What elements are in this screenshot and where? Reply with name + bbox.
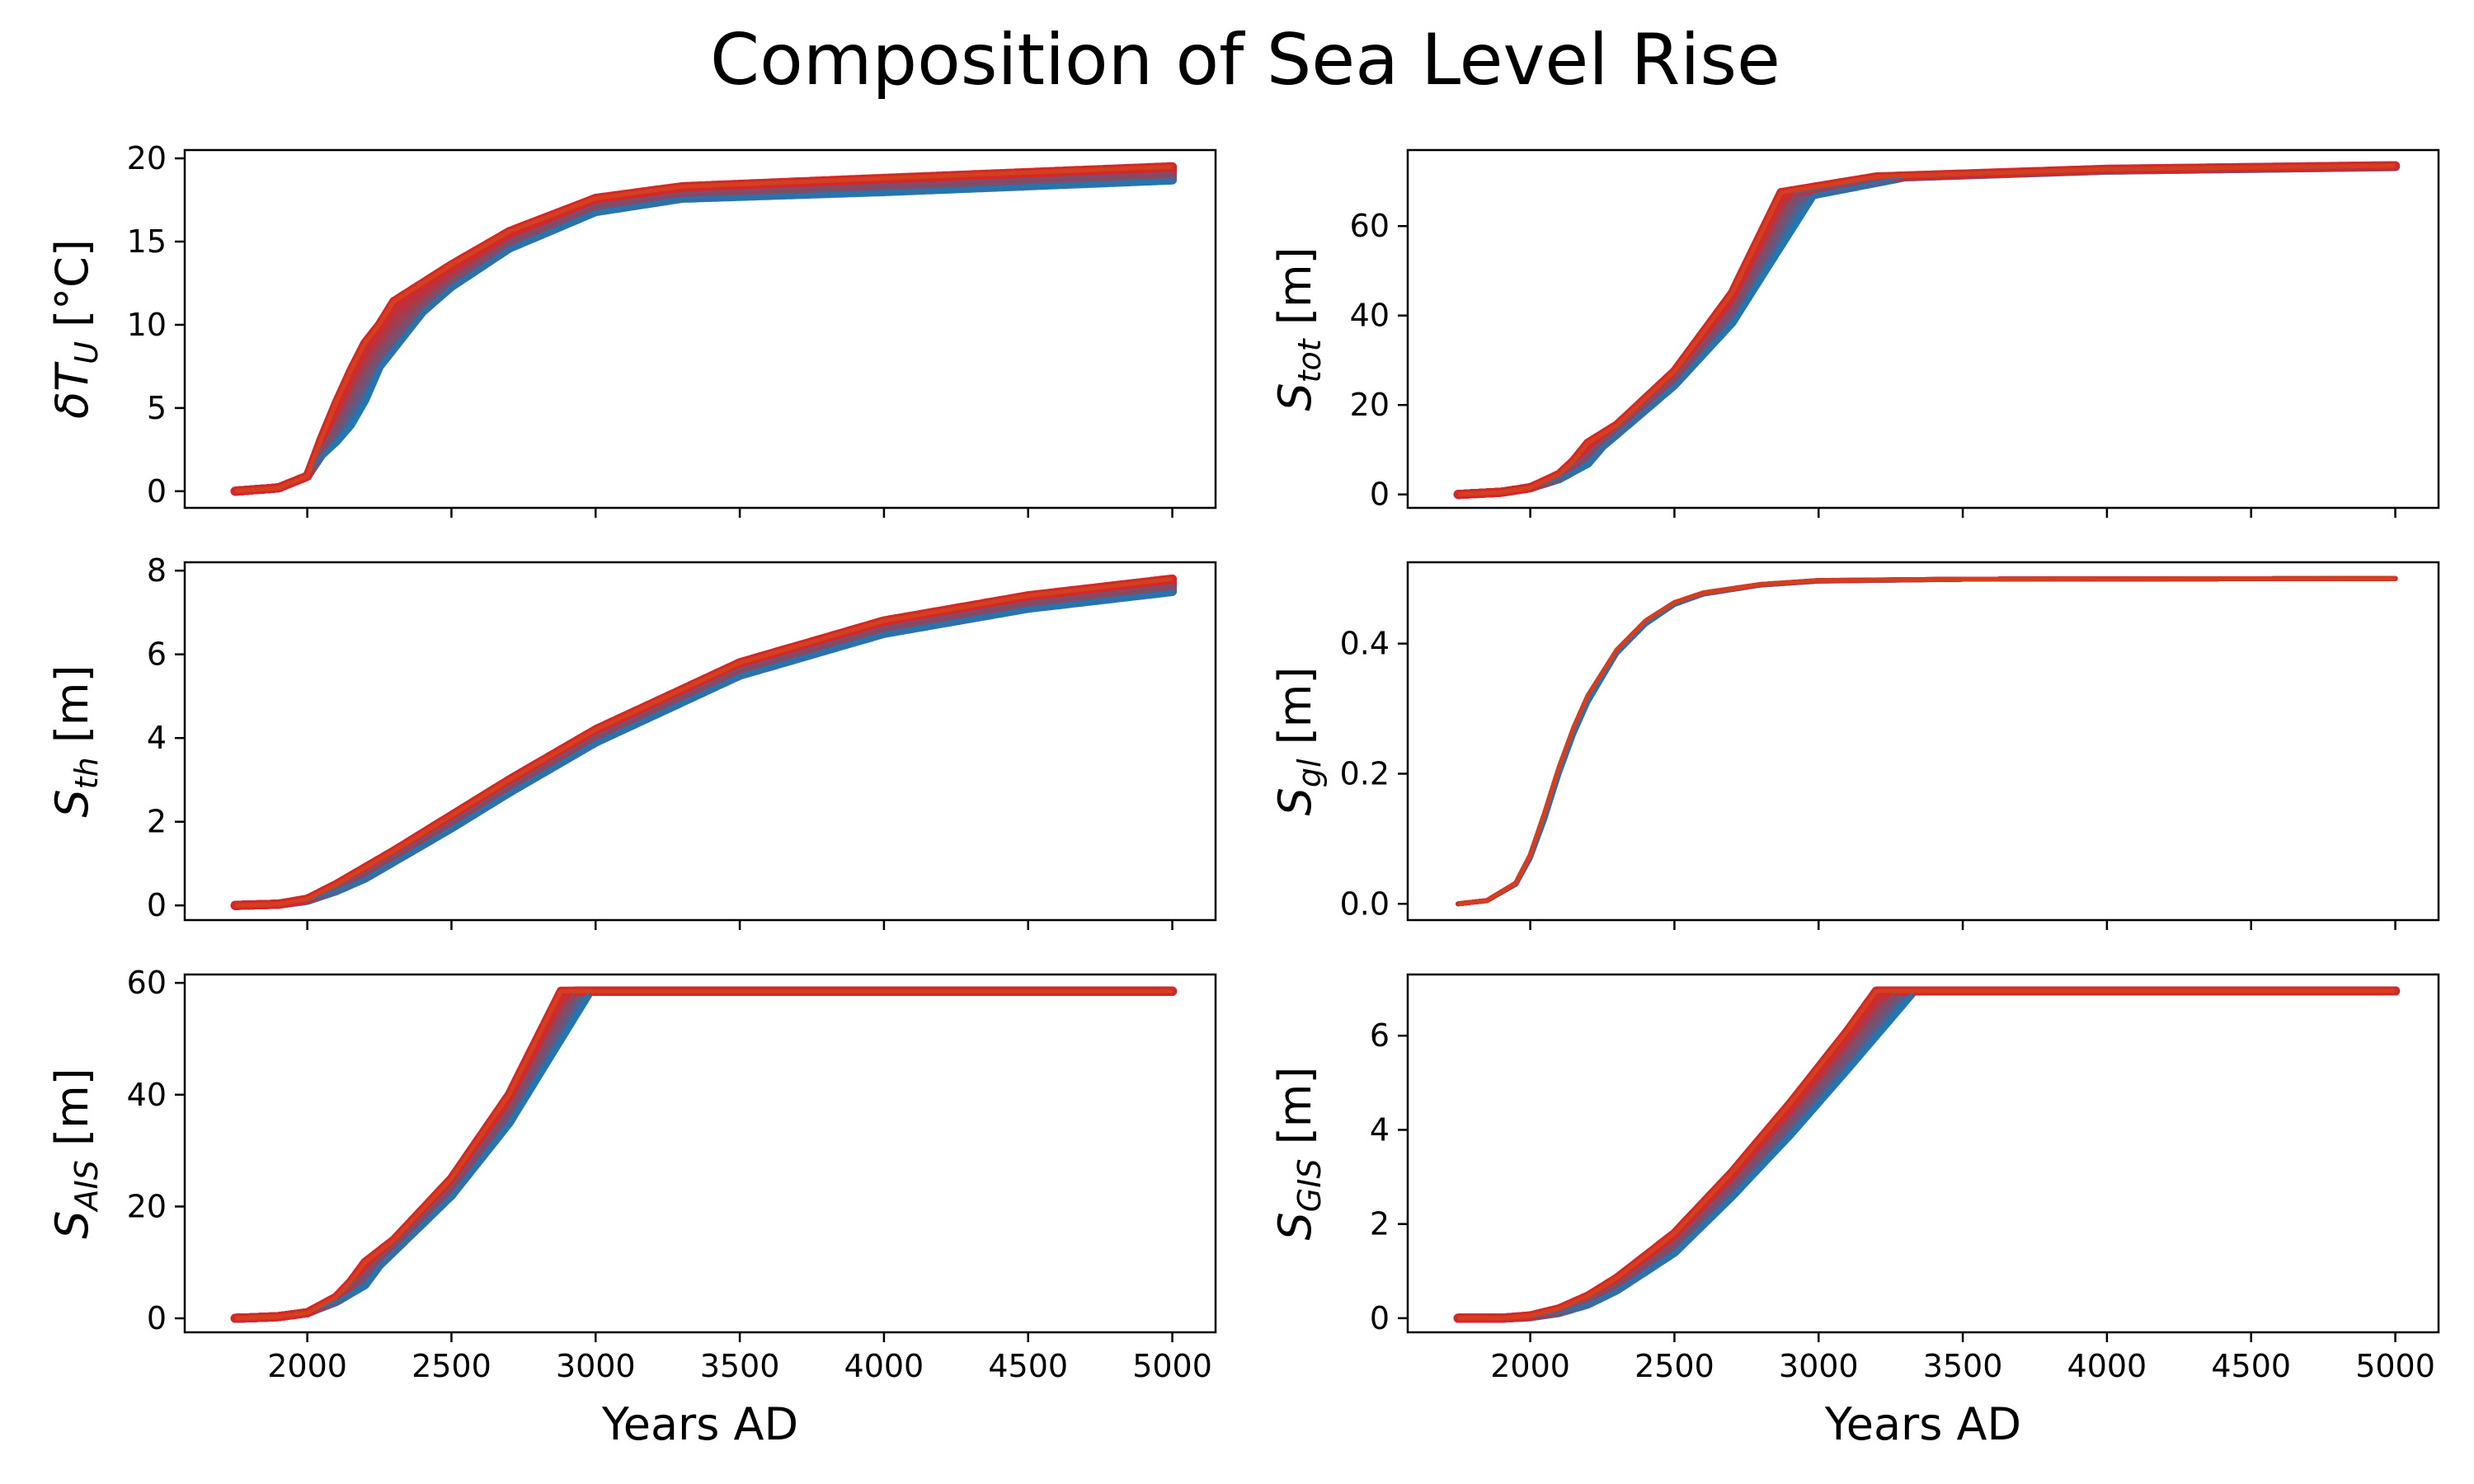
y-axis-symbol: S <box>1269 383 1321 411</box>
axes-frame <box>1406 561 2440 922</box>
x-tick-label: 4500 <box>2211 1348 2291 1384</box>
y-tick-label: 60 <box>1350 208 1390 244</box>
y-tick-label: 4 <box>147 720 167 756</box>
x-tick-label: 2000 <box>267 1348 347 1384</box>
y-tick-label: 6 <box>1370 1017 1390 1054</box>
series-group <box>230 162 1178 496</box>
x-axis-label: Years AD <box>601 1398 798 1450</box>
y-axis-label: SAIS [m] <box>46 1068 105 1239</box>
series-group <box>230 574 1178 910</box>
panel-S-th: 0 2 4 6 8 Sth [m] <box>46 552 1217 930</box>
x-tick-label: 3000 <box>556 1348 636 1384</box>
y-axis-symbol: S <box>46 1210 98 1238</box>
y-tick-label: 10 <box>127 307 167 343</box>
y-tick-label: 20 <box>127 140 167 176</box>
y-tick-label: 40 <box>127 1077 167 1113</box>
y-tick-label: 6 <box>147 636 167 673</box>
series-line <box>235 164 1173 494</box>
y-tick-label: 2 <box>147 804 167 840</box>
y-tick-label: 15 <box>127 223 167 260</box>
y-tick-label: 5 <box>147 390 167 426</box>
series-line <box>235 989 1173 1321</box>
y-tick-label: 20 <box>127 1188 167 1224</box>
series-group <box>230 986 1178 1323</box>
series-line <box>1458 163 2396 497</box>
y-tick-label: 0 <box>1370 477 1390 513</box>
axes-frame <box>1406 973 2440 1334</box>
axes-frame <box>183 148 1217 510</box>
series-line <box>235 576 1173 908</box>
y-axis-subscript: AIS <box>68 1160 105 1213</box>
y-tick-label: 0.0 <box>1340 885 1390 922</box>
y-axis-symbol: S <box>1269 787 1321 815</box>
x-tick-label: 3500 <box>1923 1348 2003 1384</box>
y-axis-unit: [m] <box>1269 1067 1321 1159</box>
y-tick-label: 40 <box>1350 298 1390 334</box>
y-axis-subscript: th <box>68 757 105 789</box>
y-axis-unit: [m] <box>1269 247 1321 339</box>
y-tick-label: 0 <box>147 473 167 510</box>
y-tick-label: 0.2 <box>1340 755 1390 791</box>
y-tick-label: 4 <box>1370 1111 1390 1148</box>
y-axis-subscript: tot <box>1291 337 1328 383</box>
y-axis-unit: [°C] <box>46 239 98 341</box>
x-tick-label: 2000 <box>1490 1348 1570 1384</box>
y-axis-label: Sth [m] <box>46 665 105 817</box>
x-tick-label: 5000 <box>2355 1348 2435 1384</box>
y-axis-symbol: δT <box>46 361 98 419</box>
x-tick-label: 3500 <box>700 1348 780 1384</box>
y-tick-label: 0 <box>1370 1300 1390 1336</box>
x-tick-label: 2500 <box>1634 1348 1714 1384</box>
panel-S-GIS: 2000 2500 3000 3500 4000 4500 5000 0 2 4 6 SGIS [m]… <box>1269 973 2440 1450</box>
y-tick-label: 2 <box>1370 1206 1390 1242</box>
y-axis-unit: [m] <box>46 665 98 757</box>
y-axis-subscript: gl <box>1291 758 1328 787</box>
panel-S-AIS: 2000 2500 3000 3500 4000 4500 5000 0 20 40 60 SAIS … <box>46 965 1217 1450</box>
x-axis-label: Years AD <box>1824 1398 2021 1450</box>
x-tick-label: 4500 <box>988 1348 1068 1384</box>
axes-frame <box>1406 148 2440 510</box>
y-tick-label: 20 <box>1350 387 1390 423</box>
y-axis-label: Sgl [m] <box>1269 667 1328 816</box>
x-tick-label: 5000 <box>1132 1348 1212 1384</box>
panel-S-gl: 0.0 0.2 0.4 Sgl [m] <box>1269 561 2440 930</box>
y-axis-label: SGIS [m] <box>1269 1067 1328 1241</box>
axes-frame <box>183 973 1217 1334</box>
y-axis-label: Stot [m] <box>1269 247 1328 411</box>
y-axis-symbol: S <box>1269 1212 1321 1240</box>
x-tick-label: 4000 <box>844 1348 924 1384</box>
series-group <box>1456 575 2398 907</box>
y-axis-unit: [m] <box>1269 667 1321 759</box>
panel-delta-TU: 0 5 10 15 20 δTU [°C] <box>46 140 1217 518</box>
y-tick-label: 0 <box>147 1300 167 1336</box>
y-tick-label: 0 <box>147 887 167 923</box>
series-line <box>1457 576 2396 906</box>
y-tick-label: 0.4 <box>1340 626 1390 662</box>
series-group <box>1453 161 2401 500</box>
panel-S-tot: 0 20 40 60 Stot [m] <box>1269 148 2440 518</box>
y-tick-label: 60 <box>127 965 167 1001</box>
axes-frame <box>183 561 1217 922</box>
y-axis-symbol: S <box>46 789 98 817</box>
series-line <box>235 178 1173 493</box>
series-group <box>1453 986 2401 1323</box>
y-axis-subscript: U <box>68 341 105 364</box>
y-axis-subscript: GIS <box>1291 1158 1328 1212</box>
x-tick-label: 2500 <box>412 1348 492 1384</box>
y-axis-unit: [m] <box>46 1068 98 1160</box>
x-tick-label: 3000 <box>1779 1348 1859 1384</box>
y-axis-label: δTU [°C] <box>46 239 105 419</box>
series-line <box>1458 989 2396 1321</box>
x-tick-label: 4000 <box>2067 1348 2147 1384</box>
y-tick-label: 8 <box>147 552 167 589</box>
figure-title: Composition of Sea Level Rise <box>710 19 1780 101</box>
